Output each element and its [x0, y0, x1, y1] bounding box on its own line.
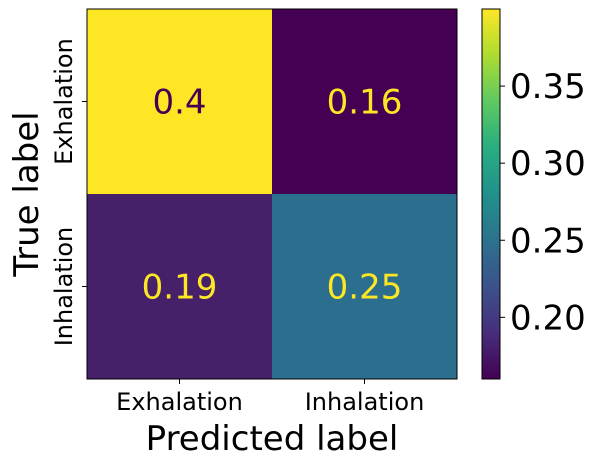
x-axis-label: Predicted label: [146, 419, 399, 459]
heatmap-cell-labels: 0.4 0.16 0.19 0.25: [142, 83, 403, 308]
colorbar-tick-label: 0.35: [510, 67, 586, 107]
y-axis-label: True label: [7, 111, 47, 277]
colorbar-ticks: 0.20 0.25 0.30 0.35: [500, 67, 586, 338]
colorbar-tick-label: 0.25: [510, 221, 586, 261]
heatmap-cell-0-0: [87, 9, 272, 194]
heatmap-cell-1-0: [87, 194, 272, 379]
heatmap-cells: [87, 9, 457, 379]
y-axis-ticks: Exhalation Inhalation: [50, 38, 87, 346]
heatmap-cell-0-1: [272, 9, 457, 194]
colorbar-gradient: [481, 8, 501, 380]
cell-value-label-1-1: 0.25: [327, 268, 403, 308]
cell-value-label-0-1: 0.16: [327, 83, 403, 123]
y-tick-label: Inhalation: [50, 227, 78, 347]
plot-frame: [86, 8, 458, 380]
colorbar-tick-label: 0.20: [510, 298, 586, 338]
colorbar-tick-label: 0.30: [510, 144, 586, 184]
x-tick-label: Exhalation: [116, 388, 243, 416]
heatmap-cell-1-1: [272, 194, 457, 379]
cell-value-label-1-0: 0.19: [142, 268, 218, 308]
cell-value-label-0-0: 0.4: [152, 83, 206, 123]
y-tick-label: Exhalation: [50, 38, 78, 165]
x-tick-label: Inhalation: [305, 388, 425, 416]
x-axis-ticks: Exhalation Inhalation: [116, 379, 424, 416]
colorbar: 0.20 0.25 0.30 0.35: [481, 8, 586, 380]
